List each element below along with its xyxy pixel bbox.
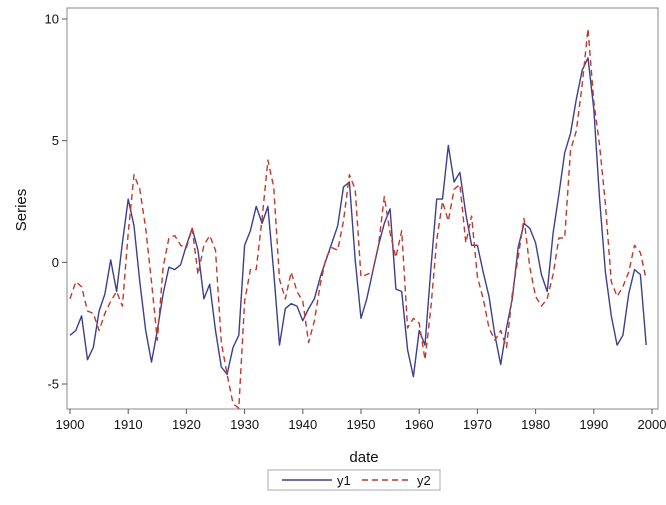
legend-box <box>267 469 441 491</box>
x-tick-label: 1990 <box>579 417 608 432</box>
plot-area-frame <box>66 7 659 410</box>
legend-label-y1: y1 <box>337 473 351 488</box>
x-tick-label: 1970 <box>463 417 492 432</box>
y-tick-label: 5 <box>52 133 59 148</box>
x-tick-label: 1930 <box>230 417 259 432</box>
y-axis-label: Series <box>13 189 30 232</box>
y-tick-label: 10 <box>45 12 59 27</box>
x-tick-label: 1900 <box>56 417 85 432</box>
x-tick-label: 1980 <box>521 417 550 432</box>
y-tick-label: 0 <box>52 255 59 270</box>
x-tick-label: 1920 <box>172 417 201 432</box>
x-axis-label: date <box>349 449 378 466</box>
x-tick-label: 2000 <box>638 417 666 432</box>
legend: y1 y2 <box>267 469 441 491</box>
x-tick-label: 1950 <box>347 417 376 432</box>
x-tick-label: 1940 <box>288 417 317 432</box>
series-line-y1 <box>69 57 647 378</box>
x-tick-label: 1910 <box>114 417 143 432</box>
y-tick-label: -5 <box>47 377 59 392</box>
x-tick-label: 1960 <box>405 417 434 432</box>
legend-label-y2: y2 <box>417 473 431 488</box>
series-line-y2 <box>69 28 647 409</box>
